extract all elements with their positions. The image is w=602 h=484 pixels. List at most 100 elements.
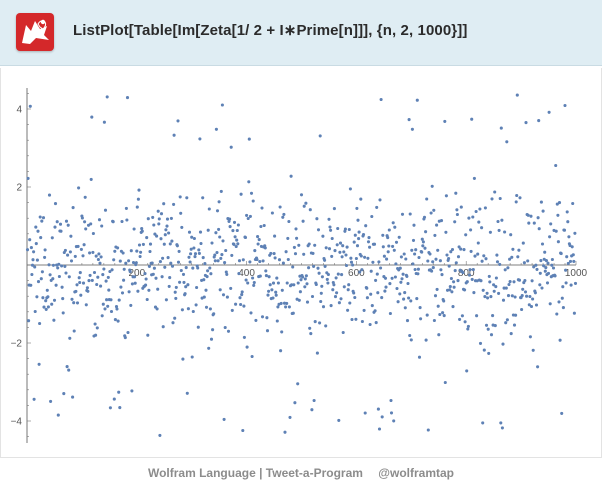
data-point [316,266,320,270]
data-point [246,281,250,285]
data-point [319,299,323,304]
data-point [266,293,270,297]
data-point [496,219,500,224]
data-point [548,302,552,306]
data-point [45,288,49,292]
data-point [33,265,37,269]
data-point [462,248,466,252]
data-point [230,253,234,257]
data-point [116,319,120,323]
data-point [130,389,134,393]
data-point [389,411,394,415]
data-point [376,407,380,411]
data-point [285,301,289,305]
data-point [159,212,164,216]
data-point [113,249,117,253]
data-point [275,276,279,280]
data-point [510,255,514,259]
data-point [339,297,343,301]
data-point [418,306,422,310]
data-point [232,220,237,224]
data-point [77,276,81,280]
data-point [466,324,470,328]
data-point [346,288,350,292]
data-point [38,215,42,219]
data-point [259,224,263,229]
data-point [146,217,150,221]
data-point [29,246,33,250]
data-point [135,249,139,253]
data-point [239,302,243,307]
data-point [394,262,398,266]
data-point [347,227,351,232]
data-point [411,262,415,266]
data-point [321,234,325,238]
data-point [450,247,455,252]
data-point [305,300,310,304]
data-point [147,264,151,268]
data-point [467,273,472,277]
data-point [532,265,536,269]
data-point [190,235,194,239]
data-point [500,218,504,222]
data-point [566,220,570,224]
data-point [323,258,327,262]
data-point [416,267,420,271]
data-point [70,297,74,301]
data-point [336,226,340,231]
data-point [217,227,221,231]
data-point [260,206,264,210]
data-point [116,246,120,250]
data-point [181,272,186,276]
data-point [463,288,467,292]
data-point [550,263,554,267]
data-point [28,238,32,242]
data-point [553,274,557,278]
data-point [238,296,242,300]
data-point [196,325,200,329]
data-point [124,261,128,265]
data-point [394,240,399,244]
data-point [403,306,407,310]
data-point [64,271,68,275]
data-point [258,259,262,264]
data-point [392,248,396,252]
data-point [348,301,352,305]
data-point [506,266,510,270]
data-point [520,294,524,298]
data-point [57,274,61,279]
data-point [342,250,346,254]
data-point [30,272,34,277]
data-point [309,332,313,336]
data-point [556,213,560,217]
footer-handle[interactable]: @wolframtap [378,466,454,480]
data-point [91,250,95,254]
data-point [565,255,569,259]
data-point [103,208,108,212]
data-point [178,195,182,199]
data-point [100,314,104,318]
data-point [61,311,65,315]
data-point [103,307,107,311]
data-point [388,311,392,316]
data-point [96,257,100,262]
data-point [365,286,369,290]
data-point [71,395,75,399]
data-point [560,296,564,300]
data-point [481,288,485,292]
data-point [518,196,522,200]
data-point [465,280,469,284]
data-point [514,313,518,317]
data-point [194,303,198,307]
data-point [503,268,507,272]
data-point [291,265,295,269]
data-point [490,197,494,201]
data-point [285,281,289,285]
data-point [43,248,47,252]
data-point [75,283,79,287]
data-point [365,296,369,300]
data-point [218,288,222,292]
data-point [466,327,470,331]
y-tick-label: 2 [16,183,22,194]
data-point [231,229,235,233]
